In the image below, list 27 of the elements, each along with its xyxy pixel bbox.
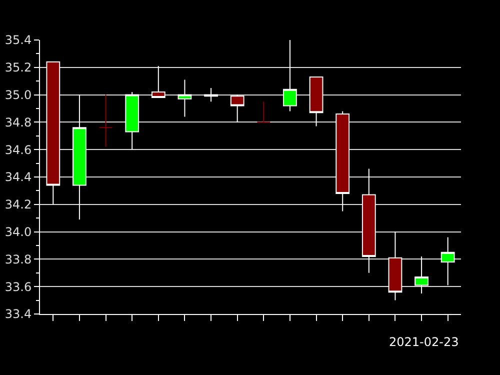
y-tick-label: 34.8: [4, 115, 32, 130]
candlestick: [98, 94, 113, 148]
candlestick: [72, 94, 86, 220]
y-tick-label: 34.0: [4, 225, 32, 239]
y-tick-label: 33.4: [4, 307, 32, 322]
candlestick: [362, 168, 376, 274]
candlestick: [178, 79, 192, 118]
candlestick: [388, 231, 402, 301]
candlestick: [414, 256, 428, 294]
candlestick: [309, 76, 324, 127]
candlestick: [230, 94, 244, 123]
candlestick: [46, 61, 60, 205]
text: 2021-02-23: [389, 335, 459, 349]
y-tick-label: 33.8: [4, 252, 32, 266]
candlestick: [151, 66, 166, 98]
y-tick-label: 34.6: [4, 142, 32, 157]
y-tick-label: 35.4: [4, 33, 32, 48]
candlestick: [336, 110, 350, 212]
candlestick: [440, 236, 455, 286]
candlestick: [256, 101, 271, 123]
y-tick-label: 35.2: [4, 60, 32, 75]
candlestick: [283, 40, 297, 112]
y-tick-label: 33.6: [4, 280, 32, 294]
candlestick: [125, 92, 140, 150]
y-tick-label: 34.2: [4, 198, 32, 212]
y-tick-label: 34.4: [4, 170, 32, 184]
y-tick-label: 35.0: [4, 88, 32, 102]
